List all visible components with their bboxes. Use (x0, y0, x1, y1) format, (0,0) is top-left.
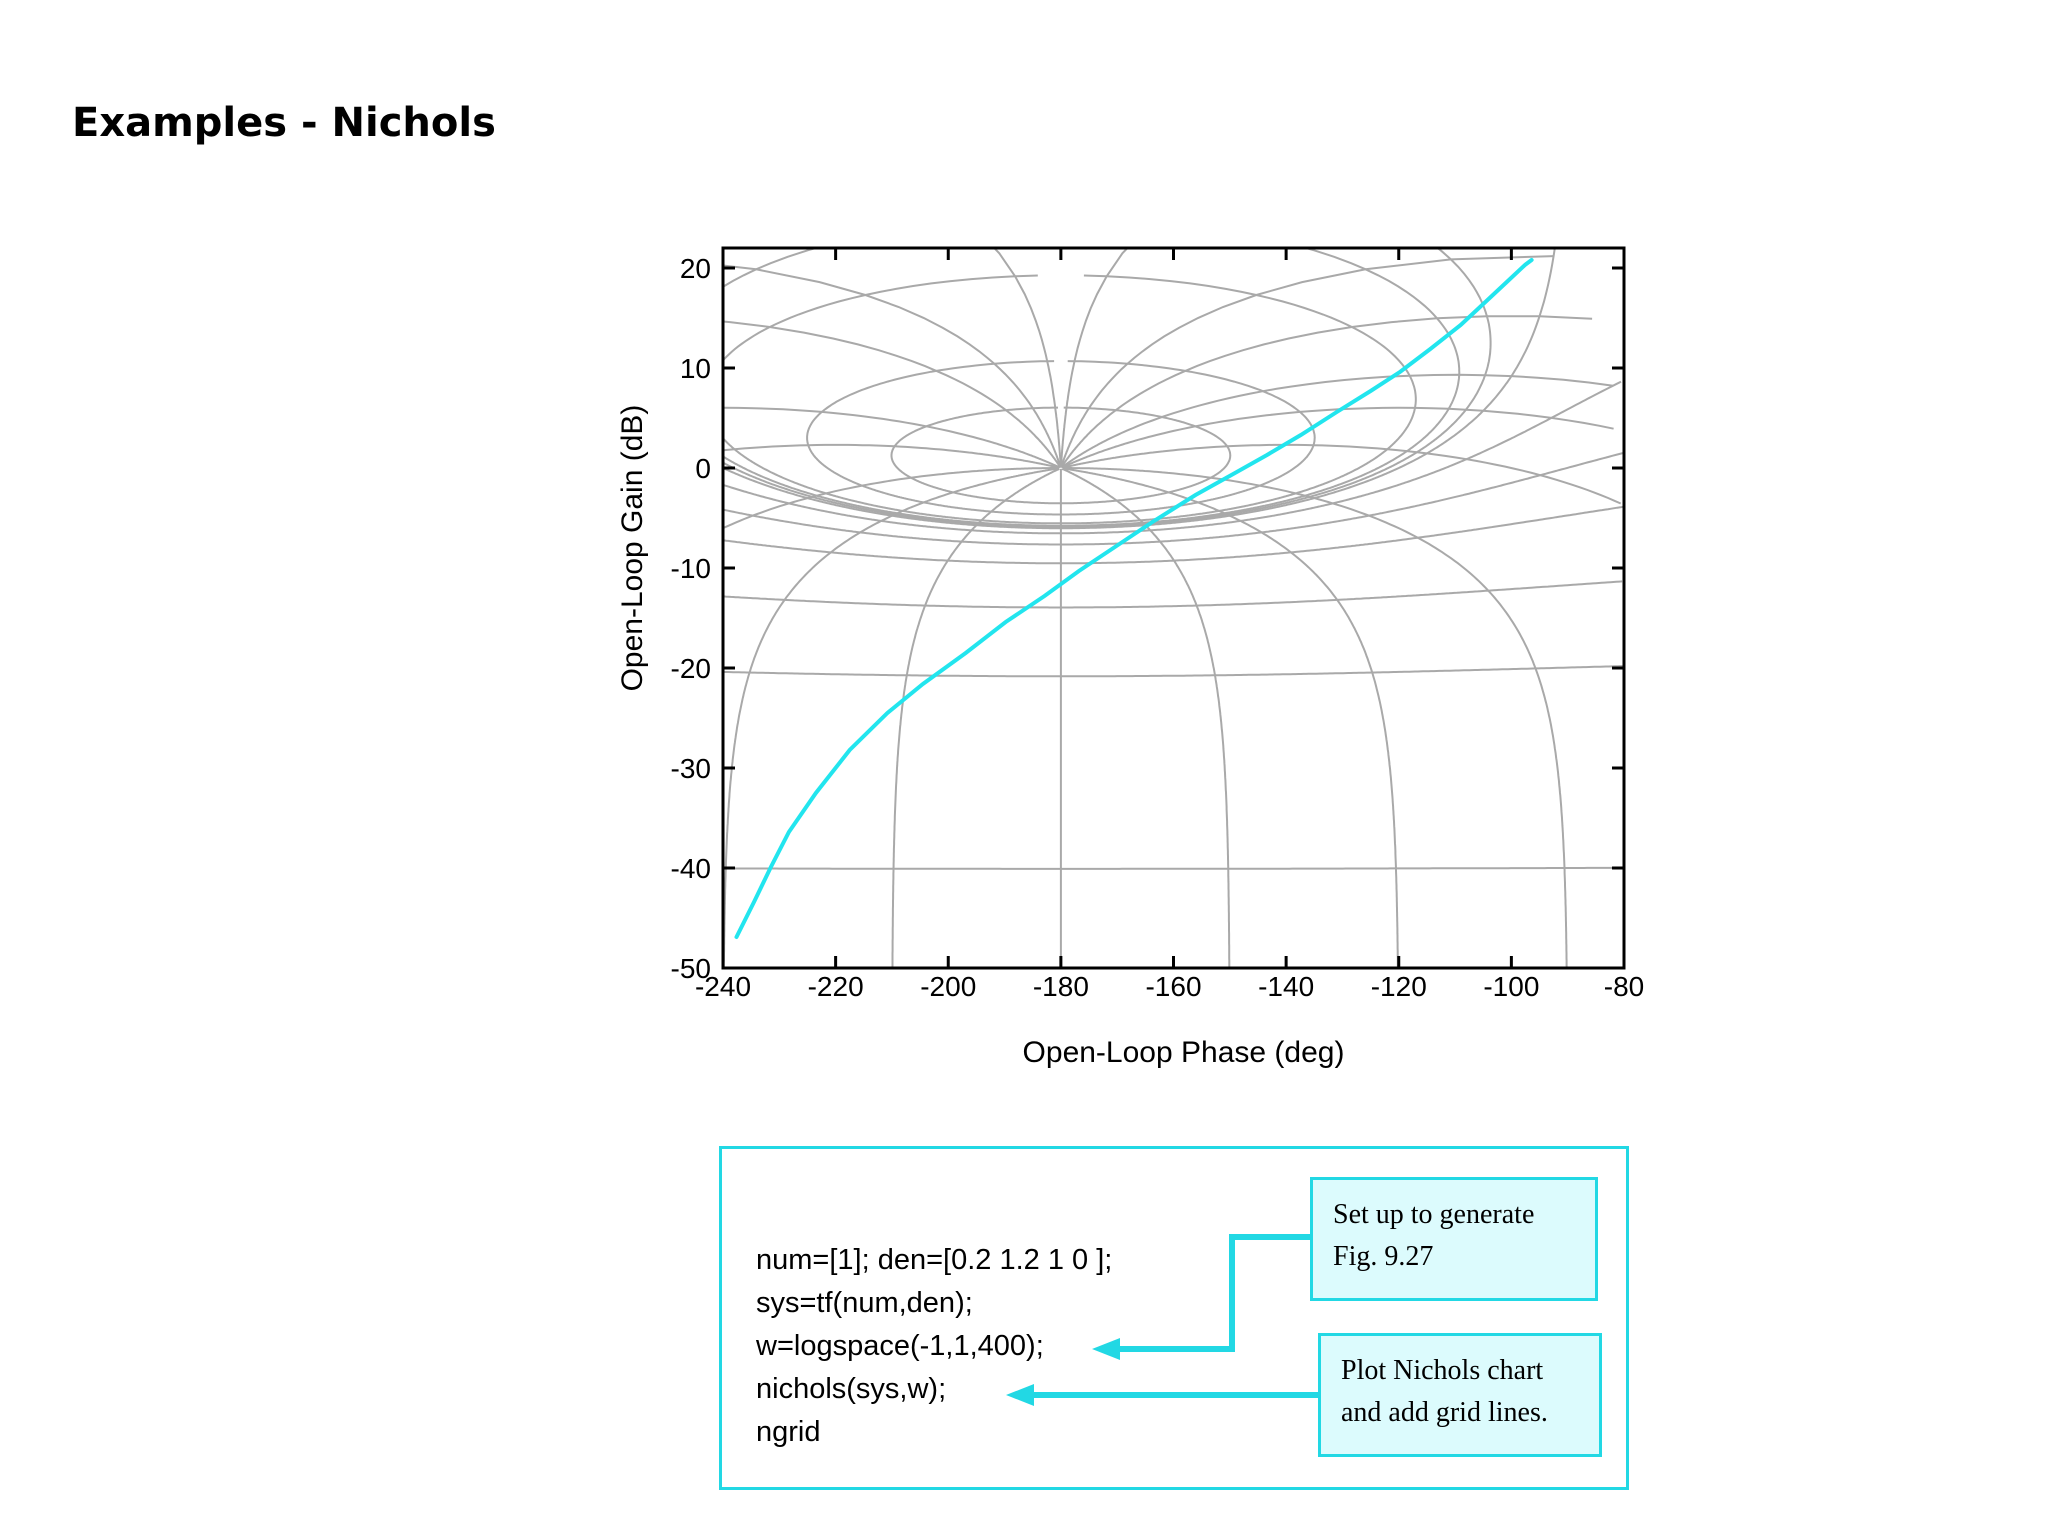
slide-title: Examples - Nichols (72, 100, 496, 146)
matlab-code-panel: num=[1]; den=[0.2 1.2 1 0 ]; sys=tf(num,… (719, 1146, 1629, 1490)
y-tick-label-0: -50 (671, 953, 711, 984)
x-tick-label-4: -160 (1145, 971, 1201, 1002)
x-axis-label: Open-Loop Phase (deg) (1023, 1036, 1345, 1069)
n-contour-12 (723, 467, 1058, 530)
code-line-nichols: nichols(sys,w); (756, 1373, 947, 1405)
y-axis-label: Open-Loop Gain (dB) (616, 405, 649, 692)
m-contour-6 (723, 380, 1622, 535)
n-contour-5 (1062, 443, 1622, 505)
n-contour-8 (1061, 467, 1231, 968)
n-contour-7 (1062, 467, 1399, 968)
y-tick-label-3: -20 (671, 653, 711, 684)
y-tick-label-7: 20 (680, 253, 711, 284)
y-tick-label-6: 10 (680, 353, 711, 384)
x-tick-label-5: -140 (1258, 971, 1314, 1002)
plot-arrowhead (1006, 1384, 1034, 1406)
plot-note: Plot Nichols chart and add grid lines. (1318, 1333, 1602, 1457)
m-contour-9 (723, 580, 1623, 609)
n-contour-10 (891, 467, 1060, 968)
n-contour-15 (723, 320, 1062, 468)
m-contour-11 (723, 866, 1624, 870)
y-tick-label-1: -40 (671, 853, 711, 884)
code-line-logspace: w=logspace(-1,1,400); (756, 1330, 1044, 1362)
axes-layer: -240 -220 -200 -180 -160 -140 -120 -100 -80-50-4… (616, 246, 1644, 1069)
series-layer (734, 258, 1534, 939)
n-contour-2 (1060, 315, 1593, 469)
n-contour-11 (723, 467, 1059, 968)
n-contour-17 (992, 248, 1062, 468)
n-contour-13 (723, 443, 1059, 469)
y-tick-label-5: 0 (695, 453, 711, 484)
series-0-line (734, 258, 1534, 939)
y-tick-label-2: -30 (671, 753, 711, 784)
n-contour-6 (1064, 467, 1568, 968)
x-tick-label-2: -200 (920, 971, 976, 1002)
m-contour-10 (723, 665, 1624, 678)
setup-note-line-1: Set up to generate (1333, 1199, 1535, 1230)
n-contour-1 (1060, 255, 1554, 468)
setup-note-line-2: Fig. 9.27 (1333, 1241, 1434, 1272)
plot-note-line-2: and add grid lines. (1341, 1397, 1548, 1428)
plot-note-line-1: Plot Nichols chart (1341, 1355, 1544, 1386)
nichols-grid (723, 248, 1624, 968)
code-line-ngrid: ngrid (756, 1416, 821, 1448)
x-tick-label-1: -220 (808, 971, 864, 1002)
callout-arrows (1006, 1234, 1318, 1406)
code-line-num-den: num=[1]; den=[0.2 1.2 1 0 ]; (756, 1244, 1113, 1276)
code-line-sys: sys=tf(num,den); (756, 1287, 973, 1319)
code-lines: num=[1]; den=[0.2 1.2 1 0 ]; sys=tf(num,… (756, 1239, 1112, 1454)
x-tick-label-0: -240 (695, 971, 751, 1002)
setup-arrow-line (1118, 1234, 1310, 1352)
x-tick-label-3: -180 (1033, 971, 1089, 1002)
y-tick-label-4: -10 (671, 553, 711, 584)
n-contour-14 (723, 406, 1060, 469)
setup-note: Set up to generate Fig. 9.27 (1310, 1177, 1598, 1301)
n-contour-16 (723, 264, 1062, 468)
x-tick-label-8: -80 (1604, 971, 1644, 1002)
x-tick-label-6: -120 (1371, 971, 1427, 1002)
x-tick-label-7: -100 (1483, 971, 1539, 1002)
setup-arrowhead (1092, 1338, 1120, 1360)
m-contour-8 (723, 505, 1624, 565)
